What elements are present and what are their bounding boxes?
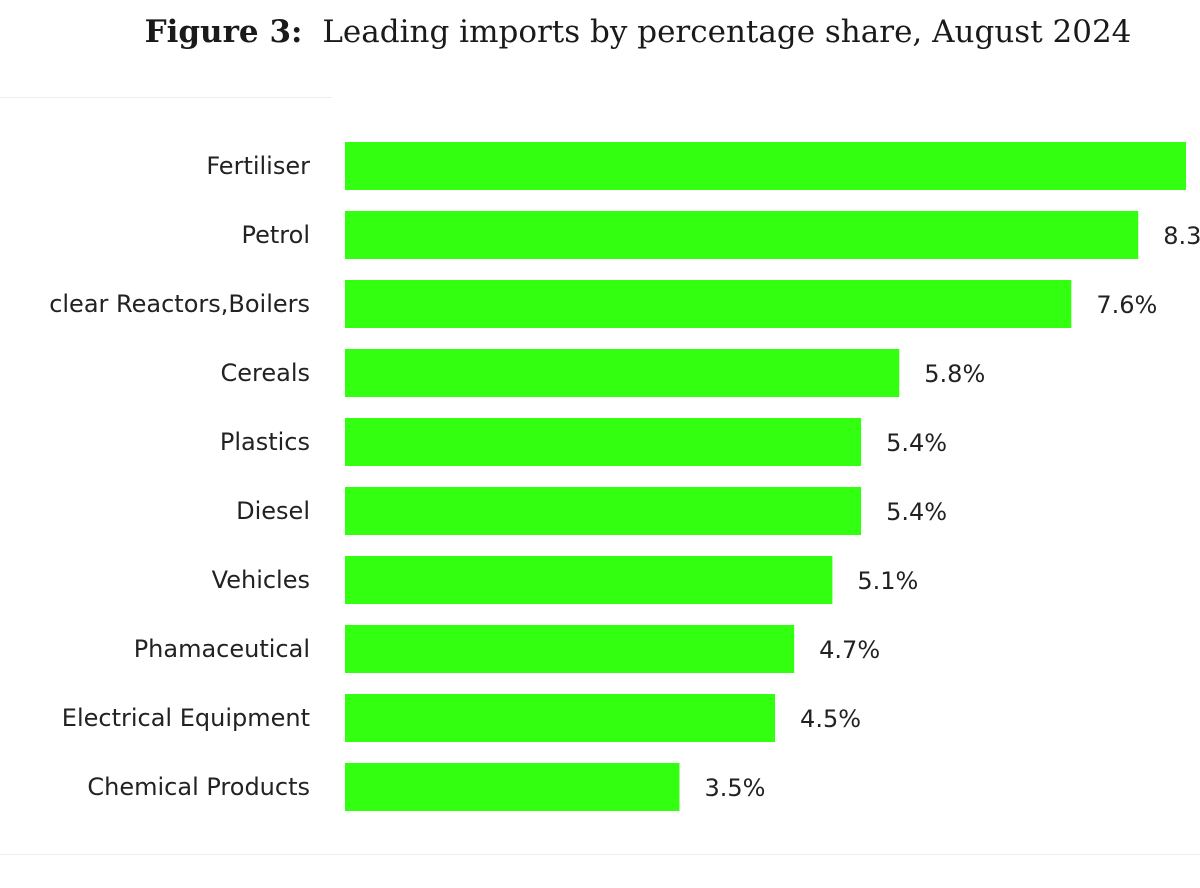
bar-4 (345, 418, 862, 466)
bar-8 (345, 694, 776, 742)
category-label-1: Petrol (242, 221, 310, 249)
category-label-2: clear Reactors,Boilers (49, 290, 310, 318)
bar-5 (345, 487, 862, 535)
category-label-3: Cereals (220, 359, 310, 387)
bottom-divider (0, 854, 1200, 855)
value-label-2: 7.6% (1096, 291, 1157, 319)
value-label-5: 5.4% (886, 498, 947, 526)
top-divider (0, 97, 332, 98)
bar-0 (345, 142, 1186, 190)
value-label-3: 5.8% (924, 360, 985, 388)
value-label-6: 5.1% (857, 567, 918, 595)
category-label-8: Electrical Equipment (62, 704, 310, 732)
category-label-7: Phamaceutical (134, 635, 310, 663)
figure-caption: Figure 3: Leading imports by percentage … (0, 14, 1200, 70)
figure-label: Figure 3: (144, 14, 303, 50)
category-label-4: Plastics (220, 428, 310, 456)
category-label-0: Fertiliser (206, 152, 310, 180)
bar-3 (345, 349, 900, 397)
figure-title: Leading imports by percentage share, Aug… (322, 14, 1132, 50)
value-label-7: 4.7% (819, 636, 880, 664)
bar-7 (345, 625, 795, 673)
value-label-1: 8.3 (1163, 222, 1200, 250)
category-label-9: Chemical Products (87, 773, 310, 801)
category-label-6: Vehicles (212, 566, 310, 594)
bar-1 (345, 211, 1139, 259)
bar-6 (345, 556, 833, 604)
bar-9 (345, 763, 680, 811)
category-label-5: Diesel (236, 497, 310, 525)
value-label-4: 5.4% (886, 429, 947, 457)
bar-2 (345, 280, 1072, 328)
value-label-9: 3.5% (704, 774, 765, 802)
value-label-8: 4.5% (800, 705, 861, 733)
